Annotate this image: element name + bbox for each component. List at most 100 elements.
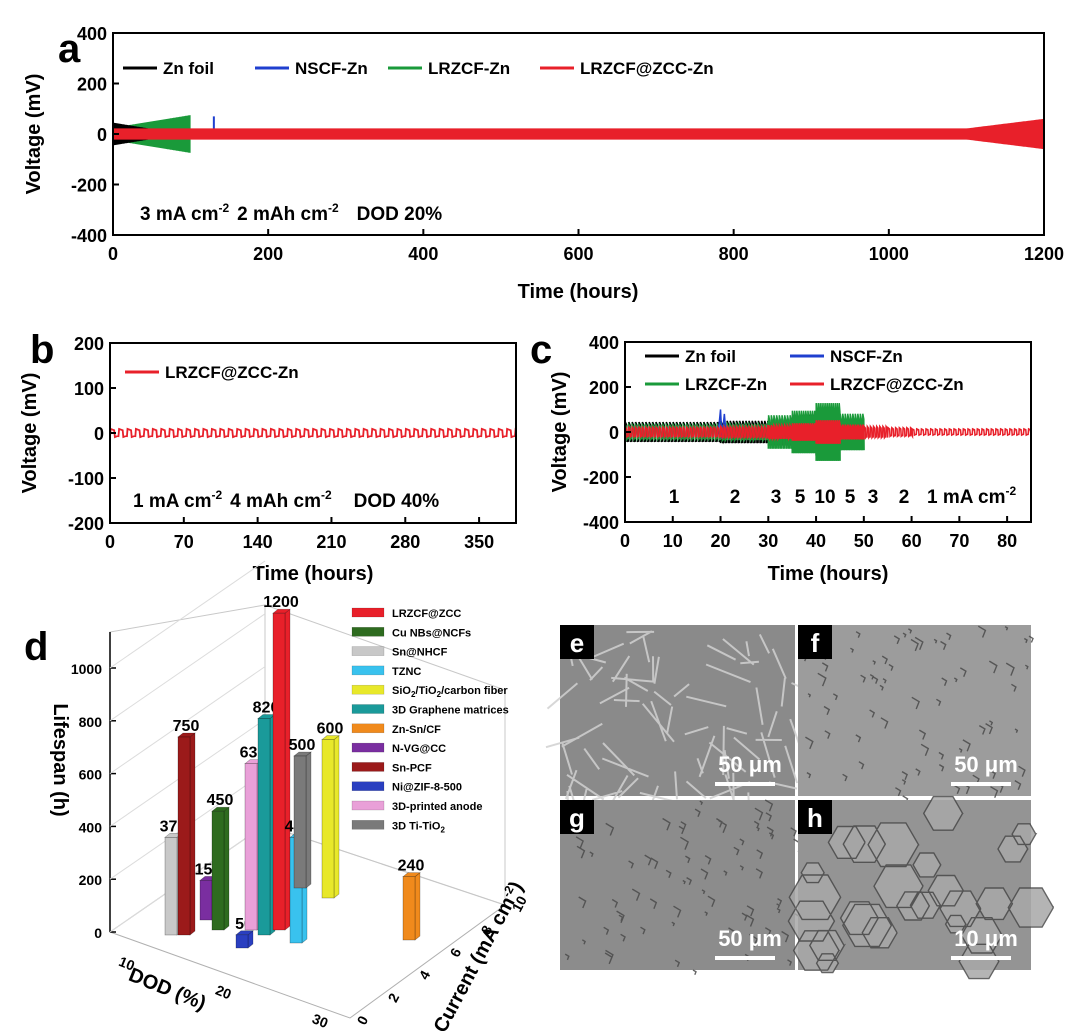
panel-d-bar-side xyxy=(284,608,291,931)
panel-c-ytick-label: 0 xyxy=(609,423,619,443)
panel-c-y-title: Voltage (mV) xyxy=(549,372,571,493)
panel-b: b 0 70 140 210 280 350 200 100 0 -100 -200 Time (h… xyxy=(19,328,517,585)
panel-c-ytick-label: 400 xyxy=(589,333,619,353)
panel-c-ytick-label: -400 xyxy=(583,513,619,533)
panel-c: c 0 10 20 30 40 50 60 70 80 400 200 0 -200 -400 Time … xyxy=(530,328,1032,585)
panel-d-bar-label: 450 xyxy=(207,792,234,809)
panel-d-zgrid-line xyxy=(109,666,266,775)
panel-b-ytick-label: 0 xyxy=(94,424,104,444)
panel-d-legend-swatch xyxy=(351,684,385,695)
panel-a-legend-item-label: LRZCF@ZCC-Zn xyxy=(580,59,714,78)
panel-c-xtick-label: 20 xyxy=(711,531,731,551)
panel-c-rate-label: 10 xyxy=(814,487,835,508)
panel-d-legend-label: SiO2/TiO2/carbon fiber xyxy=(392,685,508,699)
panel-d-ztick-label: 1000 xyxy=(71,661,102,677)
panel-a-ann-3: DOD 20% xyxy=(357,204,443,225)
panel-a-legend: Zn foil NSCF-Zn LRZCF-Zn LRZCF@ZCC-Zn xyxy=(123,59,714,78)
sem-label-g: g xyxy=(569,803,585,833)
panel-b-axes: 0 70 140 210 280 350 200 100 0 -100 -200 xyxy=(68,334,494,552)
panel-d-bar xyxy=(402,876,416,941)
sem-label-f: f xyxy=(811,628,820,658)
panel-a-ytick-label: -200 xyxy=(71,176,107,196)
panel-b-legend: LRZCF@ZCC-Zn xyxy=(125,363,299,382)
panel-d-legend-label: LRZCF@ZCC xyxy=(392,608,461,620)
sem-images: e 50 μm f 50 μm g 50 μm h 10 μm xyxy=(545,625,1055,980)
panel-b-ann-1: 1 mA cm xyxy=(133,491,212,512)
panel-c-rate-label: 3 xyxy=(868,487,879,508)
panel-d-bar-label: 600 xyxy=(317,721,344,738)
panel-d-bar xyxy=(199,880,213,921)
panel-d-legend-label-part: 2 xyxy=(411,690,416,699)
panel-c-rate-label: 2 xyxy=(730,487,741,508)
panel-a-axes: 0 200 400 600 800 1000 1200 400 200 0 -200 -400 xyxy=(71,24,1064,264)
panel-d-bar-side xyxy=(223,806,230,931)
panel-d-bar xyxy=(235,934,249,949)
panel-b-y-title: Voltage (mV) xyxy=(19,373,41,494)
panel-d-ztick-label: 600 xyxy=(79,767,103,783)
panel-d-legend-swatch xyxy=(351,781,385,791)
panel-d-ytick-label: 4 xyxy=(416,968,434,983)
sem-panel-f: f 50 μm xyxy=(798,625,1034,804)
panel-d-zgrid-line xyxy=(109,560,266,669)
panel-d-legend-swatch xyxy=(351,742,385,753)
panel-a-ann-2: 2 mAh cm xyxy=(237,204,328,225)
sem-label-e: e xyxy=(570,628,584,658)
panel-c-legend-item-label: Zn foil xyxy=(685,347,736,366)
panel-d-legend-swatch xyxy=(351,800,385,811)
panel-a-plot-area xyxy=(113,115,1044,153)
panel-a-label: a xyxy=(58,27,81,71)
panel-d-z-title: Lifespan (h) xyxy=(49,703,71,816)
panel-d-legend-swatch xyxy=(351,723,385,734)
panel-b-x-title: Time (hours) xyxy=(253,563,374,585)
panel-b-xtick-label: 70 xyxy=(174,532,194,552)
panel-a-ann-1: 3 mA cm xyxy=(140,204,219,225)
panel-c-legend-item-label: LRZCF@ZCC-Zn xyxy=(830,375,964,394)
panel-d-legend-label-part: /carbon fiber xyxy=(441,685,508,697)
panel-c-rate-label-sup: -2 xyxy=(1006,484,1017,498)
panel-d-bar xyxy=(257,718,271,936)
panel-c-rate-label: 3 xyxy=(771,487,782,508)
sem-panel-g: g 50 μm xyxy=(560,799,803,976)
panel-d-legend-label: Ni@ZIF-8-500 xyxy=(392,782,462,794)
panel-d-ztick-label: 200 xyxy=(79,872,103,888)
panel-b-annotation: 1 mA cm-2 4 mAh cm-2 DOD 40% xyxy=(133,488,439,512)
panel-c-ytick-label: -200 xyxy=(583,468,619,488)
panel-d-legend-swatch xyxy=(351,820,385,830)
panel-d-legend-label: Sn@NHCF xyxy=(392,647,448,659)
panel-d-bar-label: 820 xyxy=(253,700,280,717)
panel-d-legend-label: Zn-Sn/CF xyxy=(392,724,441,736)
panel-d: d 02004006008001000102030400246810 37075… xyxy=(24,560,530,1031)
sem-label-h: h xyxy=(807,803,823,833)
panel-b-ytick-label: 100 xyxy=(74,379,104,399)
panel-d-bar xyxy=(164,837,178,936)
panel-a-y-title: Voltage (mV) xyxy=(23,74,45,195)
panel-a-series-lrzcf-zcc-zn xyxy=(113,118,1044,150)
panel-d-bar xyxy=(211,810,225,931)
panel-a-ytick-label: 0 xyxy=(97,125,107,145)
panel-a-ann-sup-1: -2 xyxy=(219,201,230,215)
panel-c-axes: 0 10 20 30 40 50 60 70 80 400 200 0 -200 -400 xyxy=(583,333,1017,551)
panel-d-ztick-label: 800 xyxy=(79,714,103,730)
panel-a-xtick-label: 0 xyxy=(108,244,118,264)
panel-a: a 0 200 400 600 800 1000 1200 400 200 0 -200 -400 T… xyxy=(23,24,1064,303)
panel-c-plot-area xyxy=(625,403,1031,461)
sem-scale-text-f: 50 μm xyxy=(954,752,1018,777)
panel-d-y-title: Current (mA cm-2) xyxy=(429,877,528,1031)
panel-a-ytick-label: -400 xyxy=(71,226,107,246)
panel-d-bar-label: 1200 xyxy=(263,594,299,611)
panel-d-legend-label: 3D Ti-TiO2 xyxy=(392,820,446,834)
panel-c-legend-item-label: NSCF-Zn xyxy=(830,347,903,366)
panel-a-xtick-label: 1200 xyxy=(1024,244,1064,264)
sem-texture-h xyxy=(787,795,1055,980)
panel-c-rate-label: 5 xyxy=(845,487,856,508)
panel-a-legend-item-label: Zn foil xyxy=(163,59,214,78)
panel-d-legend-swatch xyxy=(351,762,385,772)
panel-a-xtick-label: 800 xyxy=(719,244,749,264)
panel-c-xtick-label: 70 xyxy=(949,531,969,551)
panel-c-label: c xyxy=(530,328,552,372)
panel-d-ytick-label: 2 xyxy=(385,990,403,1005)
panel-c-rate-label: 1 xyxy=(669,487,680,508)
panel-d-bar-side xyxy=(189,732,196,936)
panel-d-ytick-label: 6 xyxy=(447,945,465,960)
panel-d-legend-label-part: 2 xyxy=(441,825,446,834)
